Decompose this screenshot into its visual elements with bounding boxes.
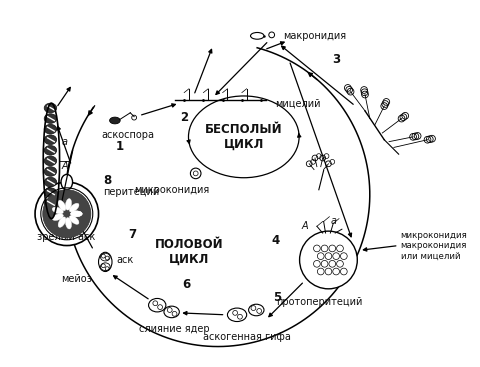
Text: БЕСПОЛЫЙ
ЦИКЛ: БЕСПОЛЫЙ ЦИКЛ <box>205 123 283 151</box>
Circle shape <box>300 231 357 289</box>
Text: перитеций: перитеций <box>103 187 160 197</box>
Text: 6: 6 <box>182 277 190 291</box>
Ellipse shape <box>98 252 112 272</box>
Text: аскогенная гифа: аскогенная гифа <box>203 332 290 342</box>
Ellipse shape <box>44 177 57 187</box>
Ellipse shape <box>58 200 66 211</box>
Ellipse shape <box>249 304 264 316</box>
Ellipse shape <box>61 174 72 190</box>
Text: мейоз: мейоз <box>61 274 92 284</box>
Text: зрелый аск: зрелый аск <box>36 232 95 242</box>
Text: A: A <box>62 161 69 171</box>
Text: 8: 8 <box>103 174 112 187</box>
Ellipse shape <box>164 306 180 318</box>
Ellipse shape <box>44 103 57 113</box>
Ellipse shape <box>100 263 110 270</box>
Text: протоперитеций: протоперитеций <box>276 297 362 306</box>
Ellipse shape <box>44 167 57 176</box>
Text: 1: 1 <box>116 140 124 153</box>
Ellipse shape <box>52 207 63 214</box>
Ellipse shape <box>44 145 57 155</box>
Ellipse shape <box>70 203 79 212</box>
Text: a: a <box>62 137 68 147</box>
Text: A: A <box>301 221 308 231</box>
Ellipse shape <box>71 211 82 217</box>
Circle shape <box>35 182 98 246</box>
Ellipse shape <box>228 308 247 321</box>
Text: аск: аск <box>117 255 134 265</box>
Ellipse shape <box>44 135 57 145</box>
Text: a: a <box>330 217 336 226</box>
Ellipse shape <box>52 214 63 221</box>
Text: микроконидия: микроконидия <box>134 185 209 195</box>
Ellipse shape <box>100 253 110 261</box>
Text: микроконидия
макроконидия
или мицелий: микроконидия макроконидия или мицелий <box>401 230 468 261</box>
Ellipse shape <box>44 114 57 123</box>
Text: ПОЛОВОЙ
ЦИКЛ: ПОЛОВОЙ ЦИКЛ <box>155 238 223 266</box>
Text: аскоспора: аскоспора <box>102 130 155 140</box>
Text: 5: 5 <box>273 291 282 304</box>
Ellipse shape <box>71 211 82 217</box>
Ellipse shape <box>65 199 72 210</box>
Text: 7: 7 <box>128 229 136 241</box>
Text: 4: 4 <box>271 234 280 247</box>
Ellipse shape <box>44 199 57 208</box>
Text: макронидия: макронидия <box>283 31 347 41</box>
Text: слияние ядер: слияние ядер <box>139 324 210 334</box>
Ellipse shape <box>65 218 72 229</box>
Ellipse shape <box>109 117 120 124</box>
Ellipse shape <box>44 124 57 134</box>
Circle shape <box>43 190 91 238</box>
Text: 2: 2 <box>180 111 188 124</box>
Ellipse shape <box>44 188 57 197</box>
Ellipse shape <box>58 217 66 227</box>
Ellipse shape <box>70 216 79 224</box>
Ellipse shape <box>149 298 166 312</box>
Text: 3: 3 <box>332 53 340 66</box>
Ellipse shape <box>44 156 57 166</box>
Text: мицелий: мицелий <box>276 98 321 108</box>
